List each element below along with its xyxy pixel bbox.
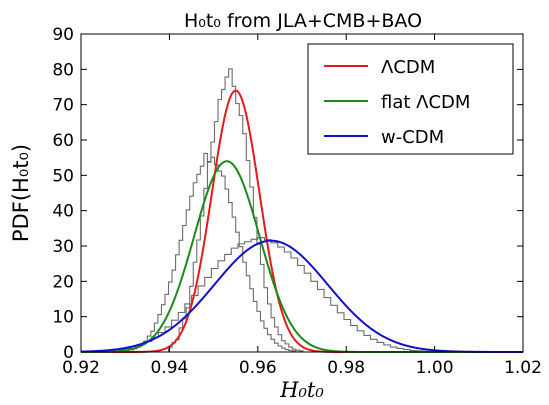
x-tick-label: 1.00 bbox=[416, 358, 454, 378]
x-tick-label: 0.94 bbox=[150, 358, 188, 378]
y-tick-label: 70 bbox=[52, 96, 74, 116]
legend-label-1: flat ΛCDM bbox=[381, 92, 470, 113]
x-tick-label: 0.98 bbox=[327, 358, 365, 378]
x-tick-label: 0.96 bbox=[239, 358, 277, 378]
y-tick-label: 10 bbox=[52, 308, 74, 328]
x-axis-title: H₀t₀ bbox=[279, 378, 324, 402]
y-tick-label: 50 bbox=[52, 166, 74, 186]
series-line-2 bbox=[80, 239, 523, 353]
y-tick-label: 90 bbox=[52, 25, 74, 45]
y-axis-title: PDF(H₀t₀) bbox=[9, 144, 33, 242]
axes-frame bbox=[80, 33, 524, 353]
x-tick-label: 0.92 bbox=[62, 358, 100, 378]
histogram-0 bbox=[167, 68, 304, 352]
y-tick-label: 60 bbox=[52, 131, 74, 151]
legend-entries: ΛCDM flat ΛCDM w-CDM bbox=[324, 57, 470, 148]
y-tick-label: 20 bbox=[52, 272, 74, 292]
histogram-1 bbox=[132, 152, 297, 352]
histogram-2 bbox=[118, 236, 438, 353]
y-tick-label: 80 bbox=[52, 60, 74, 80]
y-ticks: 0 10 20 30 40 50 60 70 80 90 bbox=[52, 25, 523, 363]
y-tick-label: 30 bbox=[52, 237, 74, 257]
y-tick-label: 0 bbox=[63, 343, 74, 363]
x-tick-label: 1.02 bbox=[504, 358, 542, 378]
x-ticks: 0.92 0.94 0.96 0.98 1.00 1.02 bbox=[62, 34, 542, 378]
legend-label-0: ΛCDM bbox=[381, 57, 435, 78]
legend: ΛCDM flat ΛCDM w-CDM bbox=[307, 43, 514, 155]
legend-label-2: w-CDM bbox=[381, 127, 444, 148]
chart-title: H₀t₀ from JLA+CMB+BAO bbox=[184, 10, 422, 32]
y-tick-label: 40 bbox=[52, 202, 74, 222]
